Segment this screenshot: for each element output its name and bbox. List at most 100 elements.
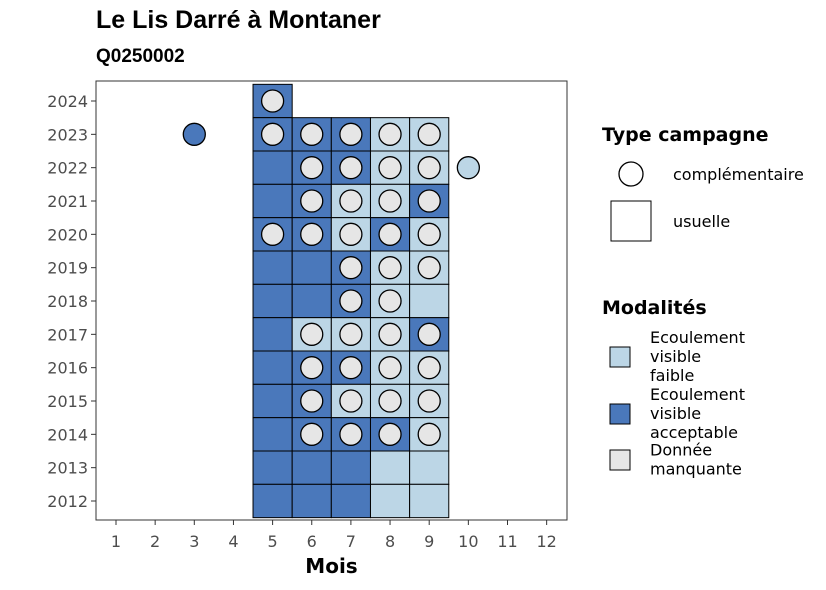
point-2023-7 (339, 122, 363, 146)
x-tick-label-7: 7 (346, 532, 356, 551)
point-2016-9 (417, 356, 441, 380)
point-2021-9 (417, 189, 441, 213)
point-2020-7 (339, 222, 363, 246)
x-tick-label-8: 8 (385, 532, 395, 551)
legend-label-square: usuelle (673, 212, 730, 231)
point-2015-6 (300, 389, 324, 413)
point-2023-6 (300, 122, 324, 146)
y-tick-label-2012: 2012 (47, 492, 88, 511)
cell-2018-5 (252, 283, 293, 319)
legend-label-manquante-1: manquante (650, 460, 742, 479)
cell-2013-9 (409, 450, 450, 485)
y-tick-label-2015: 2015 (47, 392, 88, 411)
x-tick-label-1: 1 (111, 532, 121, 551)
chart-subtitle: Q0250002 (96, 46, 185, 67)
point-2022-6 (300, 156, 324, 180)
point-2023-9 (417, 122, 441, 146)
legend-label-faible-2: faible (650, 366, 694, 385)
point-2020-9 (417, 222, 441, 246)
point-2014-8 (378, 422, 402, 446)
point-2023-8 (378, 122, 402, 146)
y-tick-label-2021: 2021 (47, 192, 88, 211)
y-tick-label-2020: 2020 (47, 225, 88, 244)
legend-label-faible-0: Ecoulement (650, 328, 745, 347)
point-2017-6 (300, 322, 324, 346)
cell-2013-5 (252, 450, 293, 485)
complementaire-points (182, 89, 481, 446)
point-2017-7 (339, 322, 363, 346)
point-2018-7 (339, 289, 363, 313)
x-tick-label-11: 11 (497, 532, 517, 551)
x-tick-label-10: 10 (458, 532, 478, 551)
legend-key-manquante (609, 449, 631, 471)
axes: 2012 2013 2014 2015 2016 2017 2018 2019 2020 2021… (47, 92, 557, 578)
y-tick-label-2016: 2016 (47, 359, 88, 378)
point-2015-7 (339, 389, 363, 413)
point-2014-9 (417, 422, 441, 446)
cell-2018-9 (409, 283, 450, 319)
cell-2012-9 (409, 483, 450, 519)
point-2021-7 (339, 189, 363, 213)
cell-2012-7 (330, 483, 371, 519)
point-2014-7 (339, 422, 363, 446)
y-tick-label-2022: 2022 (47, 159, 88, 178)
cell-2012-6 (291, 483, 332, 519)
legend-label-manquante-0: Donnée (650, 441, 712, 460)
point-2023-3 (182, 122, 206, 146)
cell-2022-5 (252, 150, 293, 185)
cell-2019-5 (252, 250, 293, 285)
point-2021-6 (300, 189, 324, 213)
y-tick-label-2013: 2013 (47, 459, 88, 478)
y-tick-label-2014: 2014 (47, 425, 88, 444)
point-2015-9 (417, 389, 441, 413)
x-tick-label-3: 3 (189, 532, 199, 551)
point-2014-6 (300, 422, 324, 446)
cell-2012-5 (252, 483, 293, 519)
legend-label-faible-1: visible (650, 347, 701, 366)
cell-2014-5 (252, 417, 293, 452)
cell-2021-5 (252, 183, 293, 219)
legend-label-acceptable-1: visible (650, 404, 701, 423)
x-tick-label-5: 5 (268, 532, 278, 551)
x-tick-label-6: 6 (307, 532, 317, 551)
legend-key-square (610, 200, 652, 242)
point-2022-10 (456, 156, 481, 180)
cell-2018-6 (291, 283, 332, 319)
cell-2017-5 (252, 317, 293, 352)
point-2020-6 (300, 222, 324, 246)
point-2017-9 (417, 322, 441, 346)
point-2016-7 (339, 356, 363, 380)
x-tick-label-2: 2 (150, 532, 160, 551)
point-2022-8 (378, 156, 402, 180)
legend-modalites-title: Modalités (602, 297, 707, 319)
x-tick-label-12: 12 (536, 532, 556, 551)
point-2016-8 (378, 356, 402, 380)
y-tick-label-2017: 2017 (47, 325, 88, 344)
point-2020-8 (378, 222, 402, 246)
legend-key-acceptable (609, 403, 631, 425)
x-axis-label: Mois (305, 554, 357, 578)
point-2019-7 (339, 256, 363, 280)
point-2023-5 (260, 122, 285, 146)
cell-2013-7 (330, 450, 371, 485)
point-2024-5 (260, 89, 285, 113)
cell-2015-5 (252, 383, 293, 419)
legend-key-circle (618, 161, 644, 187)
legend-key-faible (609, 346, 631, 368)
cell-2019-6 (291, 250, 332, 285)
point-2020-5 (260, 222, 285, 246)
legend-label-acceptable-2: acceptable (650, 423, 738, 442)
y-tick-label-2023: 2023 (47, 125, 88, 144)
point-2015-8 (378, 389, 402, 413)
point-2022-7 (339, 156, 363, 180)
cell-2016-5 (252, 350, 293, 385)
x-tick-label-9: 9 (424, 532, 434, 551)
y-tick-label-2018: 2018 (47, 292, 88, 311)
cell-2013-6 (291, 450, 332, 485)
x-tick-label-4: 4 (228, 532, 238, 551)
chart-title: Le Lis Darré à Montaner (96, 6, 381, 34)
point-2016-6 (300, 356, 324, 380)
y-tick-label-2019: 2019 (47, 259, 88, 278)
legends: Type campagne complémentaire usuelle Modali… (602, 124, 804, 479)
